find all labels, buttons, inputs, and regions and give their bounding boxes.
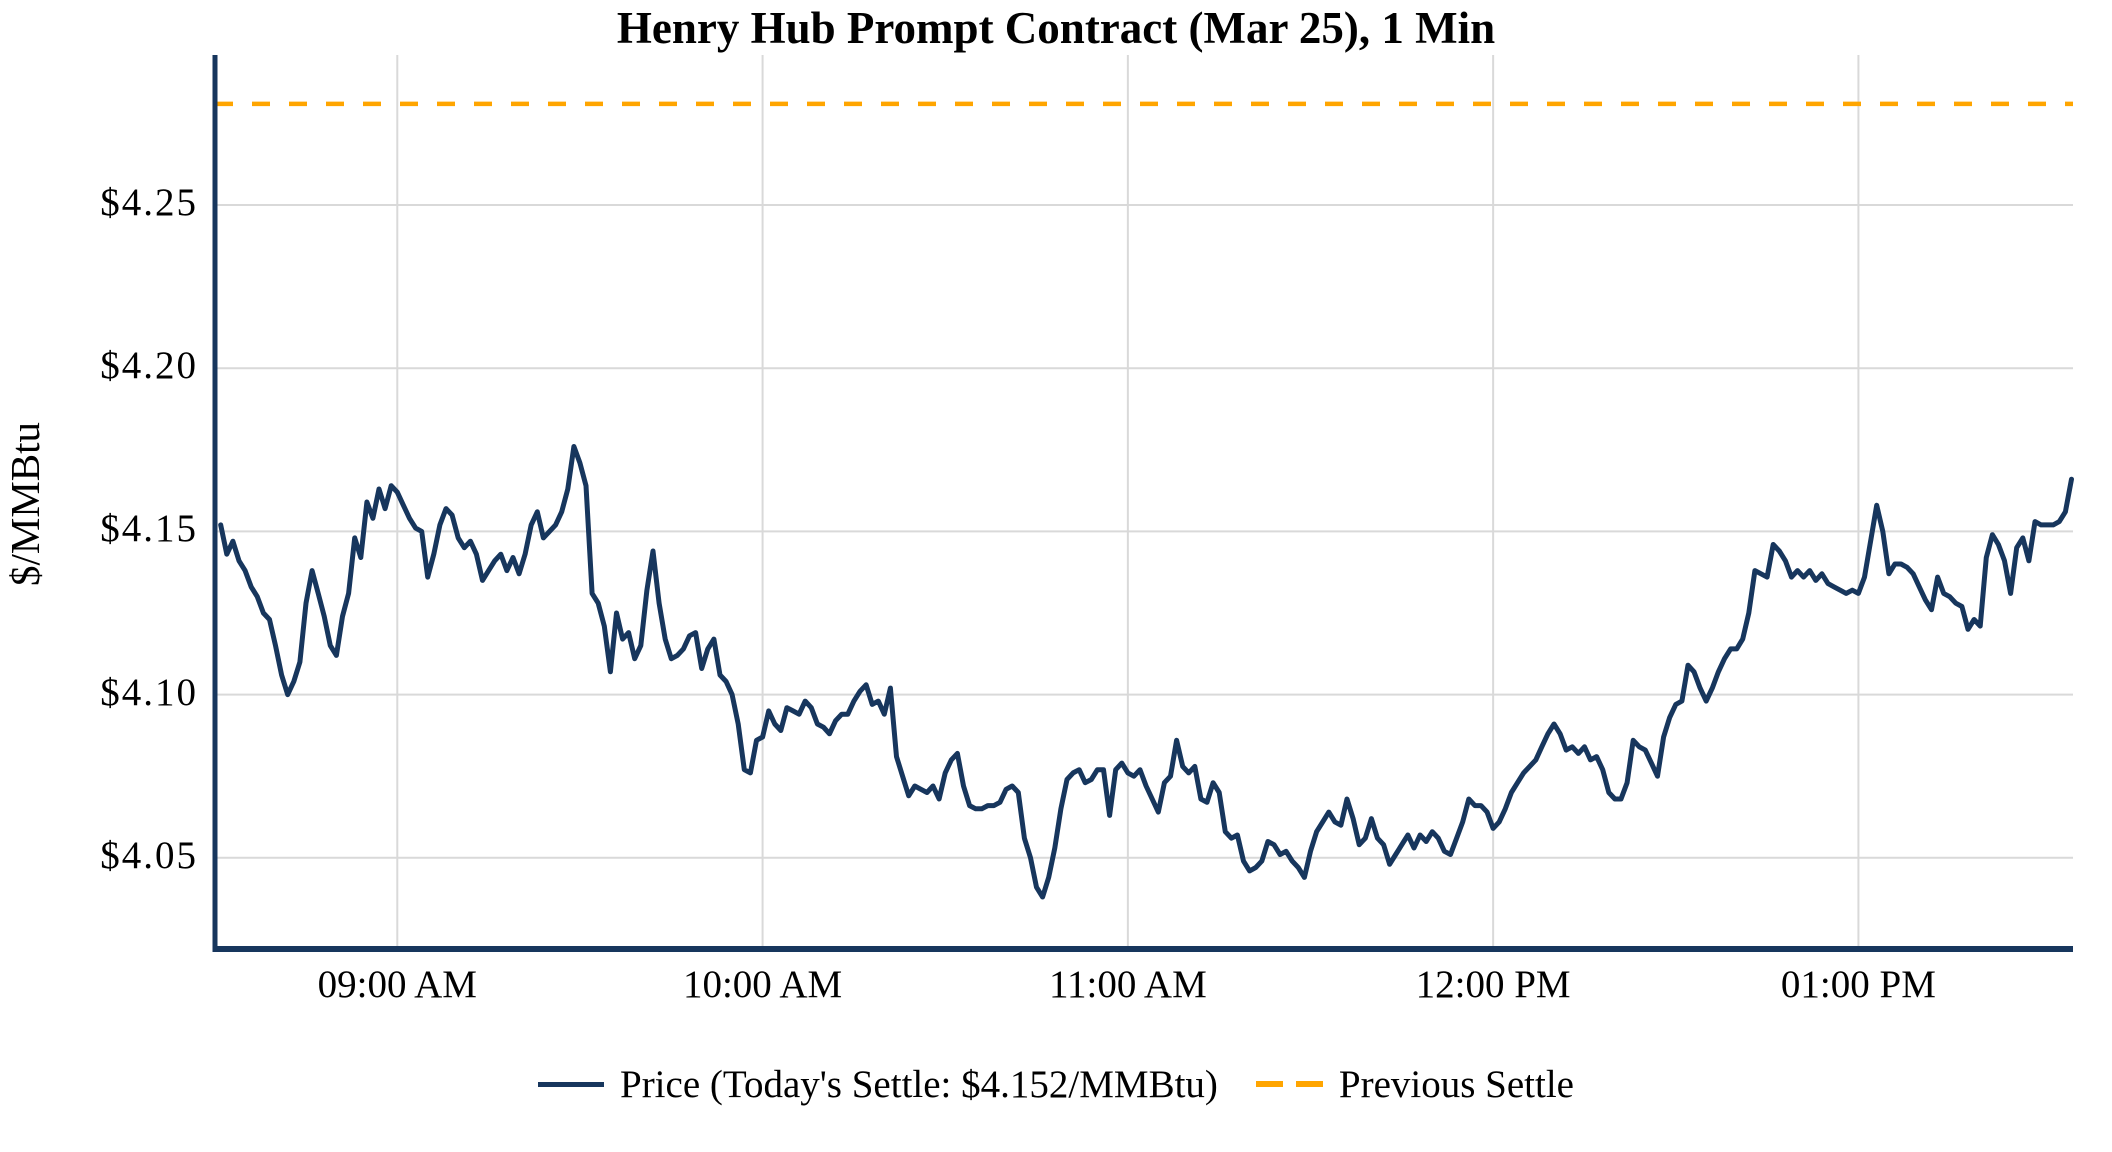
x-tick-label: 09:00 AM xyxy=(317,963,477,1006)
legend-price-label: Price (Today's Settle: $4.152/MMBtu) xyxy=(620,1062,1218,1106)
price-line xyxy=(218,444,2074,900)
y-tick-label: $4.10 xyxy=(100,670,198,714)
legend: Price (Today's Settle: $4.152/MMBtu) Pre… xyxy=(0,1056,2112,1112)
y-tick-label: $4.25 xyxy=(100,181,198,224)
y-tick-label: $4.20 xyxy=(100,344,198,388)
x-tick-label: 01:00 PM xyxy=(1780,963,1936,1006)
legend-previous-settle-label: Previous Settle xyxy=(1338,1062,1574,1106)
x-tick-label: 12:00 PM xyxy=(1415,963,1571,1006)
y-tick-label: $4.05 xyxy=(100,833,198,877)
x-tick-label: 10:00 AM xyxy=(682,963,843,1006)
y-tick-label: $4.15 xyxy=(100,507,198,551)
previous-settle-legend-swatch xyxy=(1255,1081,1323,1087)
chart-title: Henry Hub Prompt Contract (Mar 25), 1 Mi… xyxy=(616,3,1496,53)
price-line-legend-swatch xyxy=(538,1081,604,1087)
x-tick-label: 11:00 AM xyxy=(1048,963,1207,1006)
